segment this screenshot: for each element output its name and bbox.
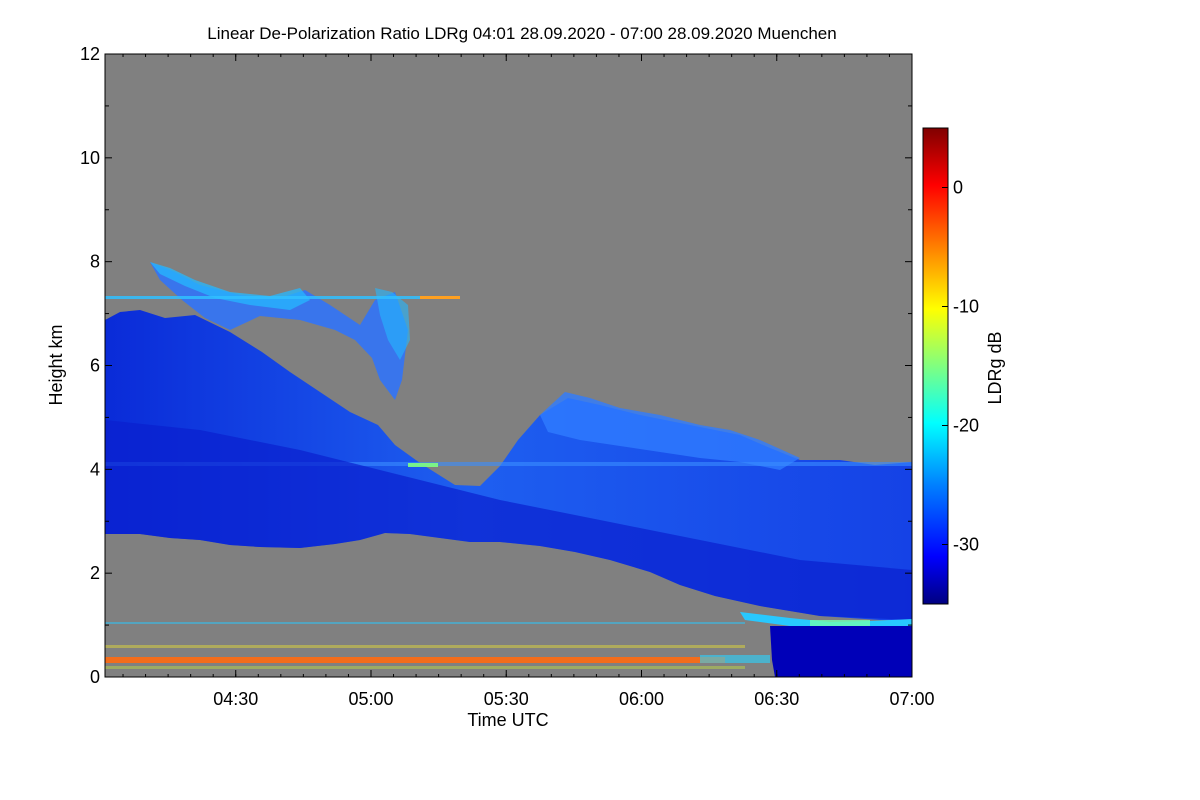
- y-tick-label: 6: [90, 356, 100, 376]
- colorbar-tick-label: 0: [953, 178, 963, 198]
- x-tick-label: 05:00: [348, 689, 393, 709]
- y-tick-label: 4: [90, 459, 100, 479]
- surface-clutter-cyan2: [700, 655, 770, 663]
- surface-clutter-cyan: [105, 622, 745, 624]
- colorbar-ticks: 0 -10 -20 -30: [942, 178, 979, 555]
- colorbar-tick-label: -10: [953, 297, 979, 317]
- cloud-lower-dark: [105, 420, 912, 620]
- x-axis-label: Time UTC: [467, 710, 548, 730]
- surface-clutter-yellow: [105, 645, 745, 648]
- heatmap-plot: [105, 54, 912, 677]
- y-tick-label: 0: [90, 667, 100, 687]
- boundary-layer-dark: [770, 626, 912, 677]
- y-tick-label: 12: [80, 44, 100, 64]
- cloud-right-top: [540, 392, 800, 470]
- streak-4km: [105, 462, 912, 466]
- streak-7km: [105, 296, 455, 299]
- y-tick-label: 10: [80, 148, 100, 168]
- y-axis-label: Height km: [46, 324, 66, 405]
- surface-clutter-band: [105, 657, 725, 663]
- streak-7km-hot: [420, 296, 460, 299]
- colorbar-tick-label: -30: [953, 535, 979, 555]
- x-axis: 04:30 05:00 05:30 06:00 06:30 07:00: [122, 54, 935, 709]
- x-tick-label: 06:00: [619, 689, 664, 709]
- x-tick-label: 06:30: [754, 689, 799, 709]
- x-tick-label: 04:30: [213, 689, 258, 709]
- y-tick-label: 2: [90, 563, 100, 583]
- chart-title: Linear De-Polarization Ratio LDRg 04:01 …: [207, 24, 836, 43]
- colorbar: [922, 127, 949, 605]
- colorbar-label: LDRg dB: [985, 331, 1005, 404]
- y-axis: 0 2 4 6 8 10 12: [80, 44, 912, 687]
- cloud-cyan-plume: [375, 288, 410, 360]
- y-tick-label: 8: [90, 252, 100, 272]
- streak-4km-green: [408, 463, 438, 467]
- low-cloud-band-green: [810, 620, 870, 626]
- colorbar-tick-label: -20: [953, 416, 979, 436]
- x-tick-label: 05:30: [484, 689, 529, 709]
- x-tick-label: 07:00: [889, 689, 934, 709]
- surface-clutter-low: [105, 666, 745, 669]
